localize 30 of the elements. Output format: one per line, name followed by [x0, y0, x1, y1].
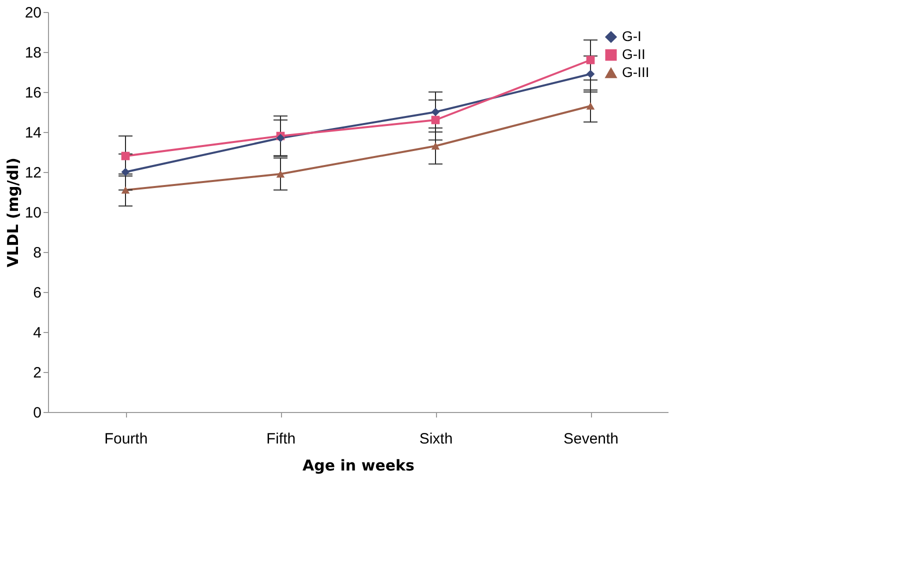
y-tick-label: 8	[33, 244, 42, 262]
y-tick-label: 2	[33, 364, 42, 382]
x-tick-label: Sixth	[419, 430, 453, 448]
legend-label: G-III	[622, 64, 650, 80]
point	[586, 56, 595, 64]
y-tick-label: 10	[24, 204, 42, 222]
x-tick-label: Seventh	[563, 430, 619, 448]
point	[121, 152, 130, 160]
point	[121, 186, 130, 194]
x-tick-label: Fifth	[266, 430, 296, 448]
y-tick-label: 16	[24, 84, 42, 102]
point	[121, 168, 130, 176]
legend-label: G-I	[622, 28, 642, 44]
point	[431, 116, 440, 124]
point	[586, 102, 595, 110]
y-tick-label: 14	[24, 124, 42, 142]
point	[431, 142, 440, 150]
y-tick-label: 20	[24, 4, 42, 22]
y-axis-title: VLDL (mg/dl)	[4, 158, 22, 268]
legend-label: G-II	[622, 46, 646, 62]
y-tick-label: 18	[24, 44, 42, 62]
y-tick-label: 12	[24, 164, 42, 182]
y-tick-label: 0	[33, 404, 42, 422]
x-axis-title: Age in weeks	[302, 456, 415, 474]
y-tick-label: 4	[33, 324, 42, 342]
point	[276, 170, 285, 178]
point	[431, 108, 440, 116]
y-tick-label: 6	[33, 284, 42, 302]
x-tick-label: Fourth	[104, 430, 148, 448]
point	[586, 70, 595, 78]
